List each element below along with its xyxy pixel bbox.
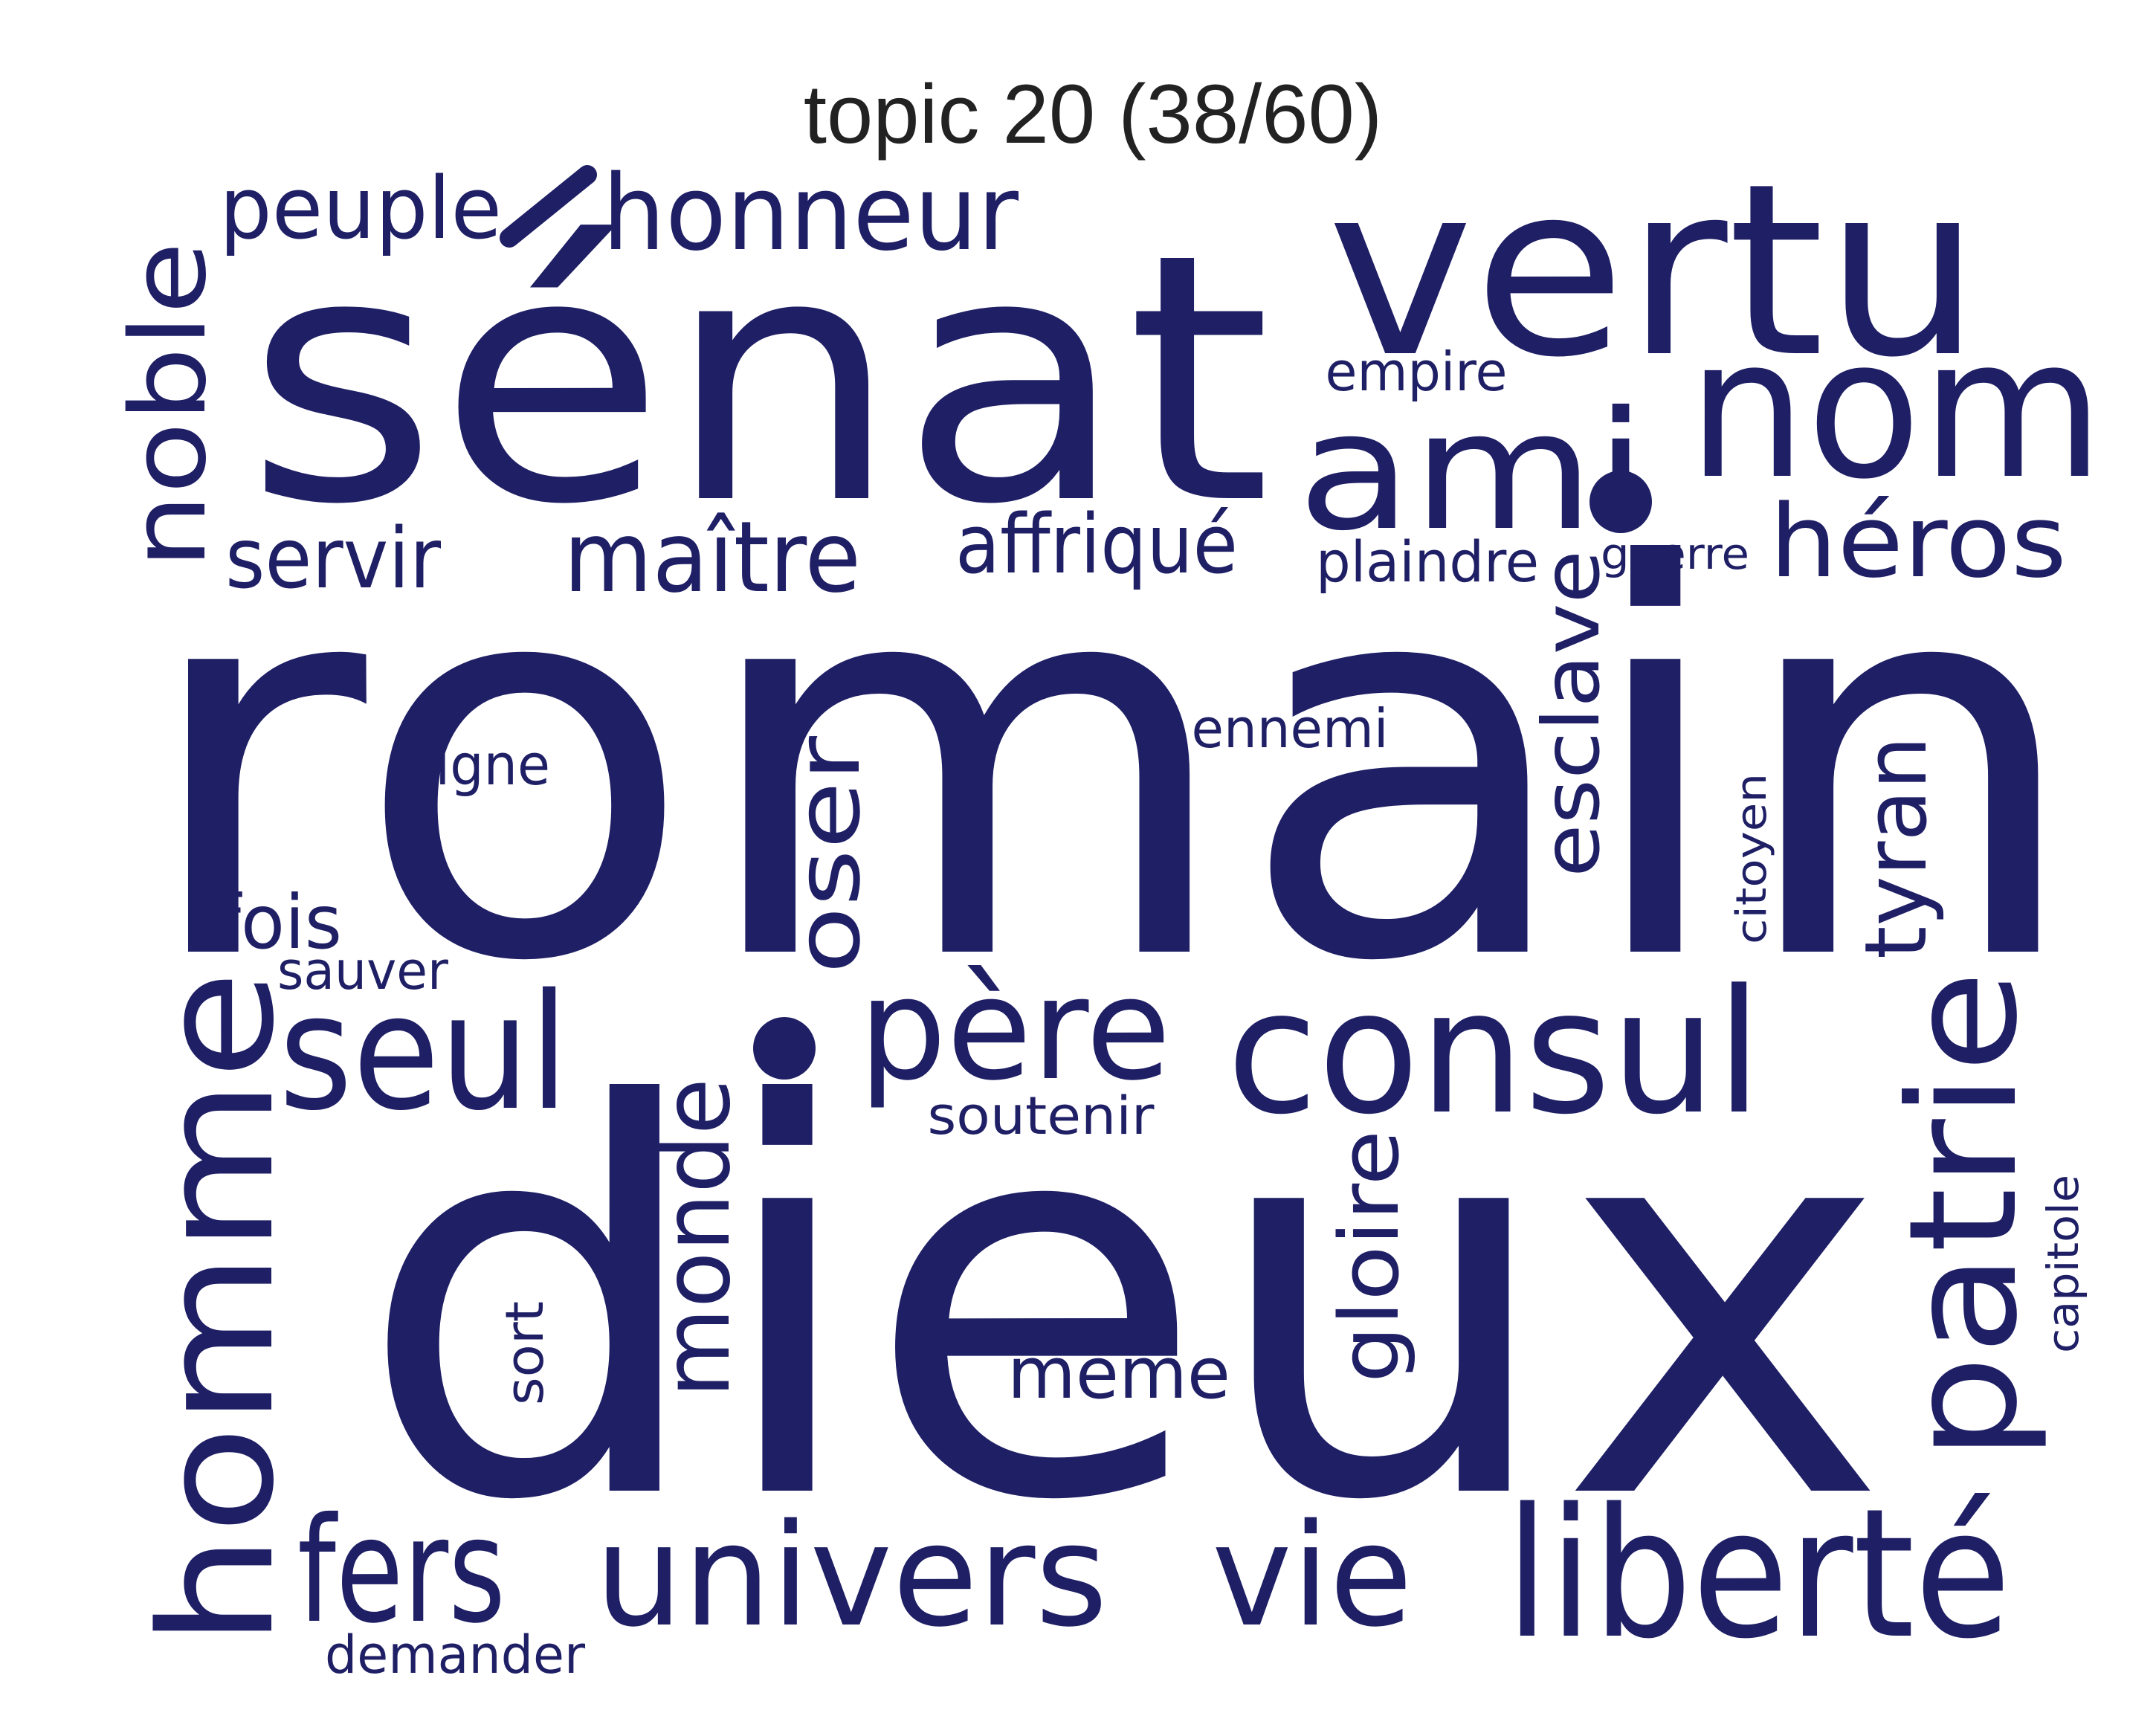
word-sauver: sauver xyxy=(277,940,448,1001)
words: romain dieux sénat vertu nom ami honneur… xyxy=(109,133,2104,1685)
word-demander: demander xyxy=(325,1624,585,1685)
word-ennemi: ennemi xyxy=(1192,697,1389,760)
stray-marks xyxy=(500,165,1652,1080)
word-citoyen: citoyen xyxy=(1728,773,1776,944)
word-homme: homme xyxy=(126,970,309,1647)
word-plaindre: plaindre xyxy=(1316,529,1539,595)
word-esclave: esclave xyxy=(1526,550,1617,877)
word-pere: père xyxy=(859,947,1171,1112)
word-noble: noble xyxy=(109,242,230,569)
word-nom: nom xyxy=(1688,297,2104,522)
word-oser: oser xyxy=(777,735,880,974)
word-heros: héros xyxy=(1769,483,2067,600)
word-liberte: liberté xyxy=(1505,1470,2011,1678)
word-affrique: affriqué xyxy=(955,497,1238,592)
word-monde: monde xyxy=(643,1078,751,1398)
word-maitre: maître xyxy=(564,500,861,615)
word-seul: seul xyxy=(279,959,569,1146)
cloud-title: topic 20 (38/60) xyxy=(804,68,1382,161)
word-ami: ami xyxy=(1297,376,1647,567)
word-digne: digne xyxy=(401,732,550,798)
stray-accent-mark xyxy=(500,165,597,248)
word-senat: sénat xyxy=(245,181,1271,579)
word-honneur: honneur xyxy=(602,153,1019,274)
stray-dot-mark xyxy=(753,1017,816,1080)
word-meme: même xyxy=(1007,1333,1230,1415)
word-tyran: tyran xyxy=(1847,736,1946,959)
word-vertu: vertu xyxy=(1327,133,1981,410)
word-guerre: guerre xyxy=(1601,529,1749,579)
word-soutenir: soutenir xyxy=(928,1085,1155,1146)
stray-dot-mark xyxy=(1589,471,1652,533)
word-empire: empire xyxy=(1326,341,1508,403)
word-patrie: patrie xyxy=(1877,970,2050,1461)
word-consul: consul xyxy=(1227,954,1762,1152)
word-dieux: dieux xyxy=(357,994,1888,1617)
word-capitole: capitole xyxy=(2038,1175,2088,1353)
word-fois: fois xyxy=(216,879,342,966)
word-univers: univers xyxy=(595,1494,1108,1658)
word-fers: fers xyxy=(297,1486,506,1655)
word-vie: vie xyxy=(1212,1494,1413,1658)
word-peuple: peuple xyxy=(219,159,502,259)
word-romain: romain xyxy=(138,455,2085,1078)
word-gloire: gloire xyxy=(1322,1130,1417,1383)
word-sort: sort xyxy=(494,1301,555,1405)
word-servir: servir xyxy=(225,511,442,607)
